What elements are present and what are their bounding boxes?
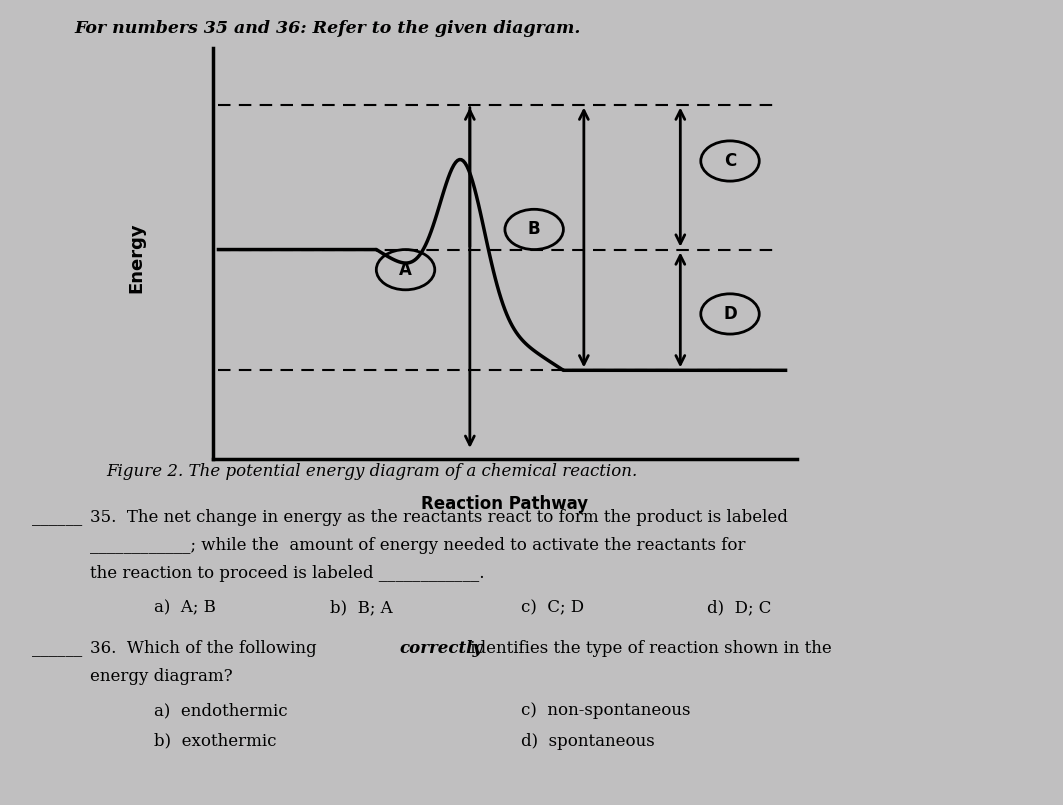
Text: c)  non-spontaneous: c) non-spontaneous	[521, 702, 690, 719]
Text: b)  exothermic: b) exothermic	[154, 733, 276, 749]
Text: Energy: Energy	[128, 222, 146, 293]
Text: b)  B; A: b) B; A	[330, 599, 392, 616]
Text: ____________; while the  amount of energy needed to activate the reactants for: ____________; while the amount of energy…	[90, 537, 746, 554]
Text: c)  C; D: c) C; D	[521, 599, 584, 616]
Text: correctly: correctly	[400, 640, 483, 657]
Text: a)  endothermic: a) endothermic	[154, 702, 288, 719]
Text: C: C	[724, 152, 737, 170]
Text: D: D	[723, 305, 737, 323]
Text: d)  D; C: d) D; C	[707, 599, 772, 616]
Text: 36.  Which of the following: 36. Which of the following	[90, 640, 322, 657]
Text: Reaction Pathway: Reaction Pathway	[421, 495, 589, 513]
Text: 35.  The net change in energy as the reactants react to form the product is labe: 35. The net change in energy as the reac…	[90, 509, 789, 526]
Text: ______: ______	[32, 509, 82, 526]
Text: the reaction to proceed is labeled ____________.: the reaction to proceed is labeled _____…	[90, 565, 485, 582]
Text: For numbers 35 and 36: Refer to the given diagram.: For numbers 35 and 36: Refer to the give…	[74, 20, 580, 37]
Text: ______: ______	[32, 640, 82, 657]
Text: energy diagram?: energy diagram?	[90, 668, 233, 685]
Text: a)  A; B: a) A; B	[154, 599, 216, 616]
Text: d)  spontaneous: d) spontaneous	[521, 733, 655, 749]
Text: Figure 2. The potential energy diagram of a chemical reaction.: Figure 2. The potential energy diagram o…	[106, 463, 638, 480]
Text: A: A	[399, 261, 412, 279]
Text: B: B	[528, 221, 540, 238]
Text: identifies the type of reaction shown in the: identifies the type of reaction shown in…	[465, 640, 831, 657]
